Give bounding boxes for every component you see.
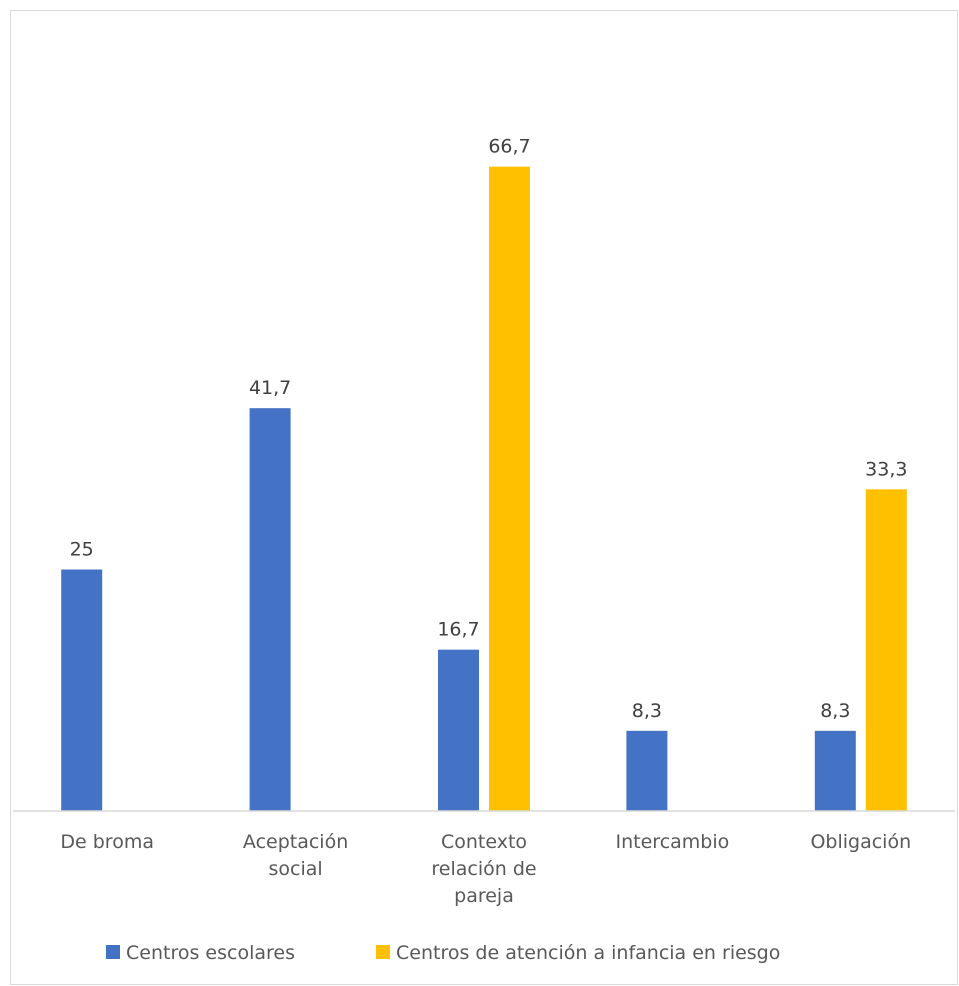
bar-infancia-riesgo-2	[489, 166, 530, 812]
data-label: 33,3	[865, 458, 907, 480]
bar-escolares-2	[438, 649, 479, 811]
data-label: 25	[70, 539, 94, 561]
legend: Centros escolares Centros de atención a i…	[106, 942, 780, 964]
category-label-line: pareja	[454, 885, 514, 907]
legend-swatch	[106, 945, 120, 959]
category-label: Intercambio	[616, 831, 730, 853]
legend-swatch	[376, 945, 390, 959]
category-label-line: relación de	[431, 858, 536, 880]
category-label-line: Obligación	[810, 831, 911, 853]
data-labels-group: 25 41,7 16,7 66,7 8,3 8,3 33,3	[70, 136, 908, 722]
bar-escolares-0	[61, 569, 103, 811]
data-label: 66,7	[488, 136, 530, 158]
category-label-line: De broma	[60, 831, 154, 853]
category-label: Contexto relación de pareja	[431, 831, 536, 907]
bar-escolares-4	[814, 730, 856, 811]
category-label-line: Aceptación	[243, 831, 348, 853]
data-label: 8,3	[632, 700, 662, 722]
data-label: 16,7	[437, 619, 479, 641]
legend-label: Centros de atención a infancia en riesgo	[396, 942, 780, 964]
bars-group	[61, 166, 907, 812]
chart-frame	[10, 10, 958, 985]
category-label-line: Intercambio	[616, 831, 730, 853]
data-label: 8,3	[820, 700, 850, 722]
category-labels-group: De broma Aceptación social Contexto relación…	[60, 831, 911, 907]
bar-escolares-1	[249, 408, 291, 811]
category-label-line: Contexto	[441, 831, 527, 853]
legend-label: Centros escolares	[126, 942, 295, 964]
bar-infancia-riesgo-4	[865, 489, 907, 811]
category-label: De broma	[60, 831, 154, 853]
bar-escolares-3	[626, 730, 668, 811]
category-label: Obligación	[810, 831, 911, 853]
category-label-line: social	[269, 858, 323, 880]
category-label: Aceptación social	[243, 831, 348, 880]
data-label: 41,7	[249, 377, 291, 399]
